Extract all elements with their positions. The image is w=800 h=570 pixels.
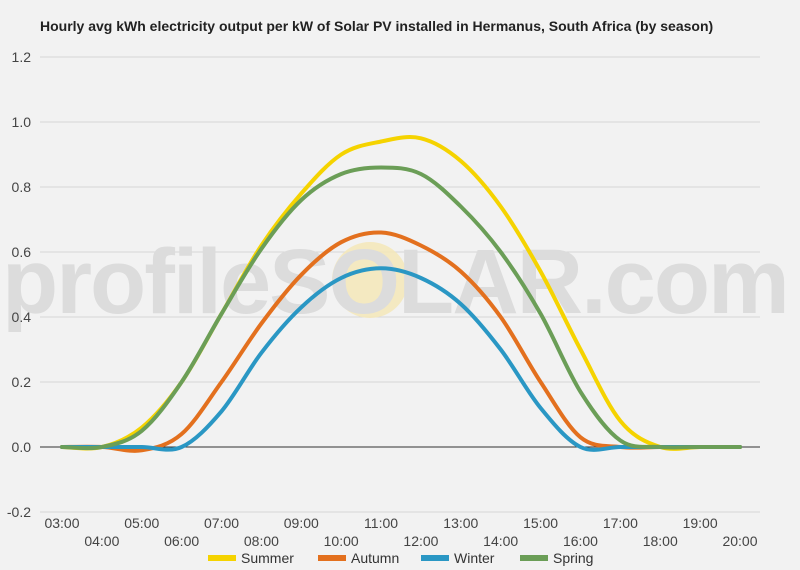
y-tick-label: 0.6 [12,244,32,260]
x-tick-label: 12:00 [403,533,438,549]
y-tick-label: 0.4 [12,309,32,325]
legend-swatch [208,555,236,561]
x-tick-label: 14:00 [483,533,518,549]
x-tick-label: 09:00 [284,515,319,531]
watermark: profileSOLAR.com [2,231,790,333]
legend-label: Winter [454,550,495,566]
x-tick-label: 03:00 [44,515,79,531]
x-tick-label: 15:00 [523,515,558,531]
x-tick-label: 04:00 [84,533,119,549]
x-tick-label: 06:00 [164,533,199,549]
watermark-sun-icon [332,242,408,318]
x-tick-label: 05:00 [124,515,159,531]
legend-label: Summer [241,550,294,566]
x-tick-label: 07:00 [204,515,239,531]
legend-swatch [520,555,548,561]
watermark-text: profileSOLAR.com [2,231,788,333]
legend: Summer Autumn Winter Spring [208,550,593,566]
y-tick-label: 0.8 [12,179,32,195]
x-tick-label: 08:00 [244,533,279,549]
legend-item-autumn: Autumn [318,550,399,566]
legend-swatch [318,555,346,561]
legend-swatch [421,555,449,561]
x-tick-label: 10:00 [324,533,359,549]
x-tick-label: 13:00 [443,515,478,531]
legend-label: Autumn [351,550,399,566]
chart-title: Hourly avg kWh electricity output per kW… [40,18,714,34]
legend-label: Spring [553,550,593,566]
y-tick-label: 0.2 [12,374,32,390]
series-line-winter [60,266,742,452]
y-tick-label: 1.2 [12,49,32,65]
legend-item-summer: Summer [208,550,294,566]
x-tick-label: 16:00 [563,533,598,549]
x-tick-label: 17:00 [603,515,638,531]
y-tick-label: -0.2 [7,504,31,520]
series-lines [60,135,742,453]
series-line-spring [60,165,742,451]
x-tick-label: 20:00 [722,533,757,549]
y-tick-label: 0.0 [12,439,32,455]
legend-item-winter: Winter [421,550,495,566]
x-tick-label: 11:00 [364,515,398,531]
x-axis-ticks: 03:00 04:00 05:00 06:00 07:00 08:00 09:00 10:00… [44,515,757,549]
y-axis-ticks: 1.2 1.0 0.8 0.6 0.4 0.2 0.0 -0.2 [7,49,31,520]
x-tick-label: 18:00 [643,533,678,549]
y-tick-label: 1.0 [12,114,32,130]
legend-item-spring: Spring [520,550,593,566]
x-tick-label: 19:00 [683,515,718,531]
